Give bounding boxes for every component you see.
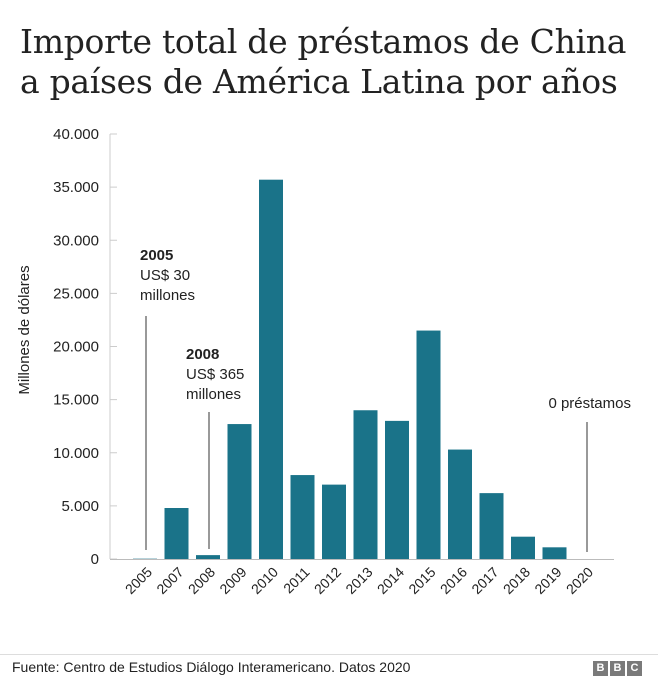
x-tick-label: 2008	[185, 564, 218, 597]
bar-2008	[196, 555, 220, 559]
y-tick-label: 25.000	[53, 285, 99, 302]
x-tick-label: 2011	[280, 564, 313, 597]
annotation-2005: 2005 US$ 30 millones	[140, 247, 195, 550]
annotation-text: 2005	[140, 247, 173, 264]
bar-2014	[385, 420, 409, 559]
bbc-logo: B B C	[593, 661, 642, 676]
y-axis: 0 5.000 10.000 15.000 20.000 25.000 30.000 35.0…	[53, 126, 117, 568]
x-tick-label: 2018	[500, 564, 533, 597]
source-note: Fuente: Centro de Estudios Diálogo Inter…	[12, 659, 411, 675]
x-tick-label: 2009	[216, 564, 249, 597]
x-tick-label: 2005	[122, 564, 155, 597]
bar-2007	[164, 508, 189, 559]
y-tick-label: 30.000	[53, 232, 99, 249]
x-tick-label: 2013	[342, 564, 375, 597]
annotation-text: US$ 30	[140, 267, 190, 284]
bar-2017	[479, 493, 504, 559]
annotation-2020: 0 préstamos	[548, 395, 631, 552]
bar-2010	[259, 179, 283, 559]
bar-2013	[353, 410, 378, 559]
x-tick-label: 2010	[248, 564, 281, 597]
annotation-text: 0 préstamos	[548, 395, 631, 412]
x-tick-label: 2017	[468, 564, 501, 597]
y-tick-label: 35.000	[53, 179, 99, 196]
annotations: 2005 US$ 30 millones 2008 US$ 365 millones 0 p…	[140, 247, 631, 552]
logo-letter: C	[627, 661, 642, 676]
bar-2019	[542, 547, 567, 559]
bar-chart: 0 5.000 10.000 15.000 20.000 25.000 30.000 35.0…	[16, 126, 631, 597]
annotation-text: 2008	[186, 346, 219, 363]
logo-letter: B	[593, 661, 608, 676]
annotation-text: US$ 365	[186, 366, 244, 383]
logo-letter: B	[610, 661, 625, 676]
bar-2018	[511, 536, 535, 559]
bar-2012	[322, 484, 346, 559]
chart-title: Importe total de préstamos de China a pa…	[20, 22, 627, 101]
x-tick-label: 2020	[563, 564, 596, 597]
x-tick-label: 2014	[374, 564, 407, 597]
x-tick-label: 2012	[311, 564, 344, 597]
bar-2011	[290, 475, 315, 559]
x-tick-label: 2007	[153, 564, 186, 597]
x-tick-label: 2015	[405, 564, 438, 597]
bar-2016	[448, 449, 472, 559]
footer-divider	[0, 654, 658, 655]
x-tick-label: 2019	[531, 564, 564, 597]
bar-2015	[416, 330, 441, 559]
y-tick-label: 40.000	[53, 126, 99, 143]
y-tick-label: 15.000	[53, 392, 99, 409]
y-axis-label: Millones de dólares	[16, 265, 33, 394]
bar-2009	[227, 424, 252, 559]
y-tick-label: 0	[91, 551, 99, 568]
bars	[133, 179, 567, 559]
y-tick-label: 20.000	[53, 339, 99, 356]
x-axis: 2005200720082009201020112012201320142015…	[110, 559, 614, 597]
annotation-text: millones	[140, 287, 195, 304]
x-tick-label: 2016	[437, 564, 470, 597]
annotation-2008: 2008 US$ 365 millones	[186, 346, 244, 549]
y-tick-label: 5.000	[61, 498, 99, 515]
annotation-text: millones	[186, 386, 241, 403]
y-tick-label: 10.000	[53, 445, 99, 462]
